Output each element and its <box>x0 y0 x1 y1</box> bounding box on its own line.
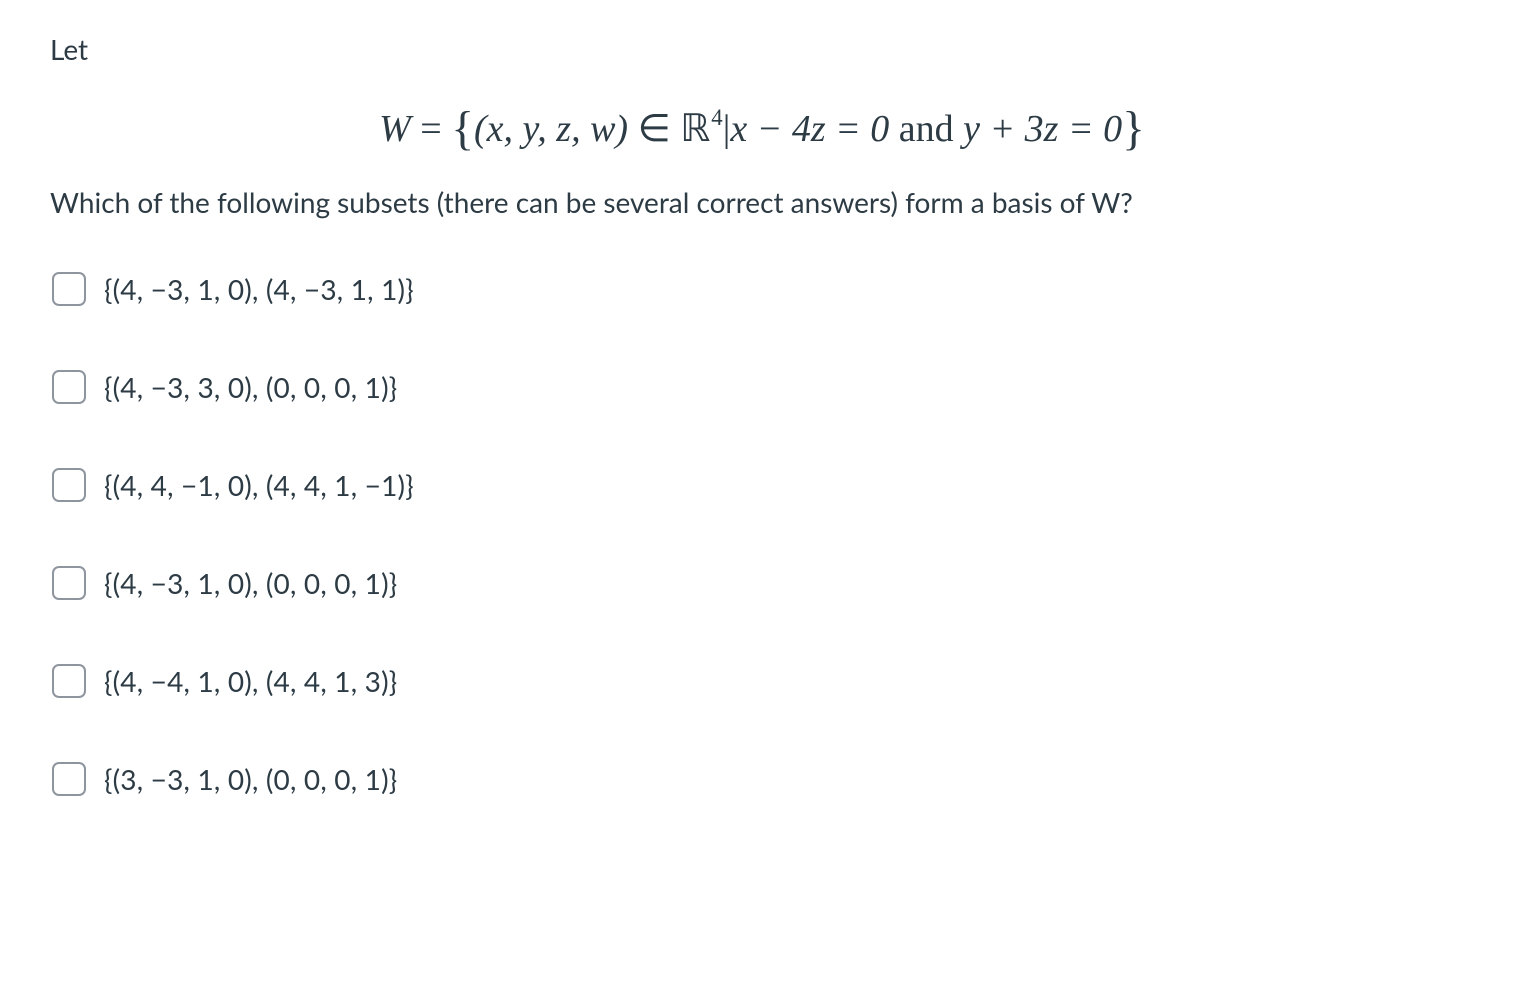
option-label: {(3, −3, 1, 0), (0, 0, 0, 1)} <box>104 762 397 796</box>
formula-exponent: 4 <box>711 105 722 130</box>
option-label: {(4, −3, 1, 0), (4, −3, 1, 1)} <box>104 272 414 306</box>
option-row: {(4, 4, −1, 0), (4, 4, 1, −1)} <box>52 468 1474 502</box>
option-checkbox[interactable] <box>52 370 86 404</box>
option-checkbox[interactable] <box>52 566 86 600</box>
set-definition-row: W = {(x, y, z, w) ∈ ℝ4|x − 4z = 0 and y … <box>50 99 1474 153</box>
formula-space: ℝ <box>680 108 710 150</box>
formula-cond1: x − 4z = 0 <box>730 108 889 150</box>
formula-connector: and <box>899 108 954 150</box>
formula-cond2: y + 3z = 0 <box>963 108 1122 150</box>
option-checkbox[interactable] <box>52 468 86 502</box>
options-list: {(4, −3, 1, 0), (4, −3, 1, 1)} {(4, −3, … <box>50 272 1474 796</box>
option-label: {(4, −3, 3, 0), (0, 0, 0, 1)} <box>104 370 397 404</box>
option-checkbox[interactable] <box>52 664 86 698</box>
set-definition-formula: W = {(x, y, z, w) ∈ ℝ4|x − 4z = 0 and y … <box>379 108 1145 150</box>
option-checkbox[interactable] <box>52 272 86 306</box>
option-label: {(4, 4, −1, 0), (4, 4, 1, −1)} <box>104 468 414 502</box>
intro-text: Let <box>50 30 1474 69</box>
option-row: {(4, −3, 1, 0), (4, −3, 1, 1)} <box>52 272 1474 306</box>
formula-tuple: (x, y, z, w) <box>474 108 628 150</box>
formula-lhs: W <box>379 108 411 150</box>
option-checkbox[interactable] <box>52 762 86 796</box>
option-label: {(4, −3, 1, 0), (0, 0, 0, 1)} <box>104 566 397 600</box>
question-container: Let W = {(x, y, z, w) ∈ ℝ4|x − 4z = 0 an… <box>0 0 1524 998</box>
option-row: {(4, −3, 1, 0), (0, 0, 0, 1)} <box>52 566 1474 600</box>
question-text: Which of the following subsets (there ca… <box>50 183 1474 222</box>
option-row: {(3, −3, 1, 0), (0, 0, 0, 1)} <box>52 762 1474 796</box>
option-row: {(4, −3, 3, 0), (0, 0, 0, 1)} <box>52 370 1474 404</box>
option-label: {(4, −4, 1, 0), (4, 4, 1, 3)} <box>104 664 397 698</box>
option-row: {(4, −4, 1, 0), (4, 4, 1, 3)} <box>52 664 1474 698</box>
